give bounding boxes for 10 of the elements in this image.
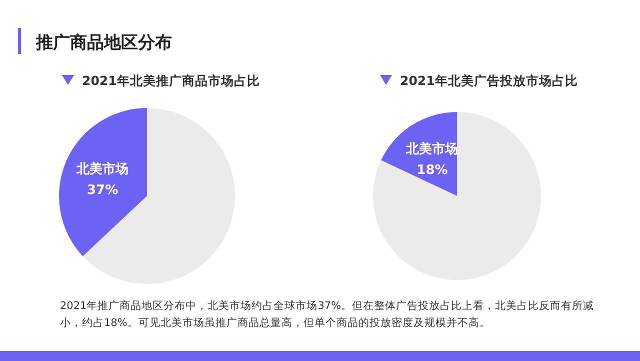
slice-label: 北美市场	[405, 140, 458, 157]
chart-title: 2021年北美推广商品市场占比	[82, 73, 260, 88]
text: 2021年推广商品地区分布中，北美市场约占全球市场37%。但在整体广告投放占比上看，北美占比反而有所减小，约占18%。可见北美市场虽推广商品总量高，但单个商品的投放密度及规模并不高。	[60, 299, 596, 331]
pie-slice	[59, 108, 147, 256]
data-label: 37%	[87, 182, 118, 198]
slice-label: 北美市场	[76, 160, 129, 177]
text: 推广商品地区分布	[35, 33, 172, 53]
data-label: 18%	[416, 162, 448, 178]
chart-title: 2021年北美广告投放市场占比	[400, 73, 578, 88]
pie-slice	[373, 112, 541, 280]
